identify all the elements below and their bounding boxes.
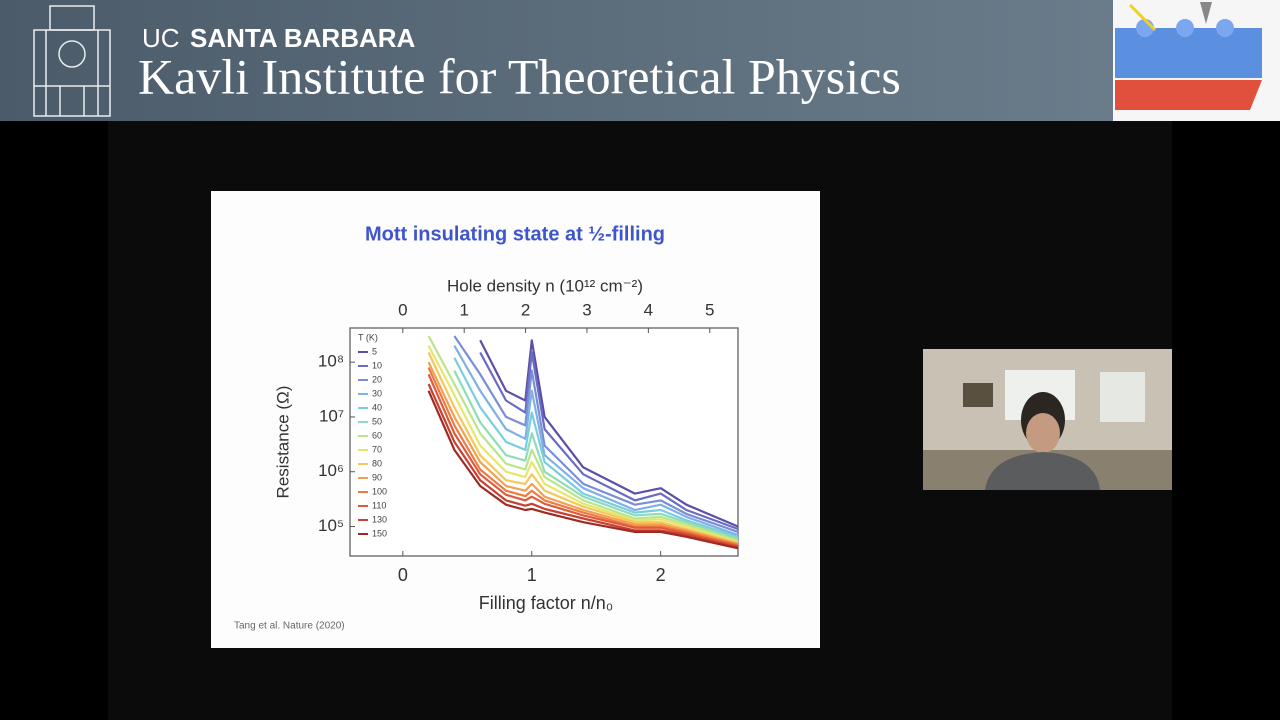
legend-label: 20 bbox=[372, 374, 382, 384]
legend-label: 90 bbox=[372, 472, 382, 482]
legend-title: T (K) bbox=[358, 332, 378, 342]
legend-label: 30 bbox=[372, 388, 382, 398]
y-tick-label: 10⁶ bbox=[318, 461, 344, 480]
legend-label: 70 bbox=[372, 444, 382, 454]
y-tick-label: 10⁵ bbox=[318, 516, 344, 535]
institute-name: Kavli Institute for Theoretical Physics bbox=[138, 48, 901, 104]
slide-title: Mott insulating state at ½-filling bbox=[365, 223, 665, 245]
kitp-logo bbox=[33, 5, 111, 117]
series-line bbox=[453, 370, 739, 540]
org-name: SANTA BARBARA bbox=[190, 23, 416, 53]
series-line bbox=[453, 335, 739, 533]
x-axis-label: Filling factor n/n₀ bbox=[479, 593, 614, 613]
x-tick-label: 2 bbox=[656, 565, 666, 585]
legend-label: 50 bbox=[372, 416, 382, 426]
legend-label: 10 bbox=[372, 360, 382, 370]
y-tick-label: 10⁸ bbox=[318, 352, 344, 371]
x2-axis-label: Hole density n (10¹² cm⁻²) bbox=[447, 276, 643, 295]
legend-label: 5 bbox=[372, 346, 377, 356]
series-line bbox=[453, 357, 739, 538]
legend-label: 100 bbox=[372, 486, 387, 496]
series-line bbox=[427, 373, 739, 548]
legend-label: 150 bbox=[372, 528, 387, 538]
legend-label: 110 bbox=[372, 500, 386, 510]
series-line bbox=[479, 339, 739, 528]
series-line bbox=[427, 390, 739, 550]
series-line bbox=[427, 361, 739, 546]
x2-tick-label: 0 bbox=[398, 300, 407, 319]
x-tick-label: 0 bbox=[398, 565, 408, 585]
corner-image bbox=[1113, 0, 1280, 121]
series-line bbox=[427, 383, 739, 549]
series-line bbox=[427, 345, 739, 544]
legend-label: 40 bbox=[372, 402, 382, 412]
legend-label: 80 bbox=[372, 458, 382, 468]
header-band bbox=[0, 0, 1280, 121]
org-prefix: UC bbox=[142, 23, 180, 53]
y-axis-label: Resistance (Ω) bbox=[273, 386, 292, 499]
series-line bbox=[427, 367, 739, 547]
x2-tick-label: 2 bbox=[521, 300, 530, 319]
webcam bbox=[923, 349, 1172, 490]
legend-label: 130 bbox=[372, 514, 387, 524]
legend-label: 60 bbox=[372, 430, 382, 440]
series-line bbox=[453, 345, 739, 537]
series-line bbox=[427, 352, 739, 545]
series-line bbox=[427, 335, 739, 542]
citation: Tang et al. Nature (2020) bbox=[234, 621, 345, 632]
x2-tick-label: 3 bbox=[582, 300, 591, 319]
x2-tick-label: 1 bbox=[459, 300, 468, 319]
x-tick-label: 1 bbox=[527, 565, 537, 585]
x2-tick-label: 5 bbox=[705, 300, 714, 319]
series-line bbox=[479, 351, 739, 531]
y-tick-label: 10⁷ bbox=[319, 406, 344, 425]
x2-tick-label: 4 bbox=[644, 300, 653, 319]
